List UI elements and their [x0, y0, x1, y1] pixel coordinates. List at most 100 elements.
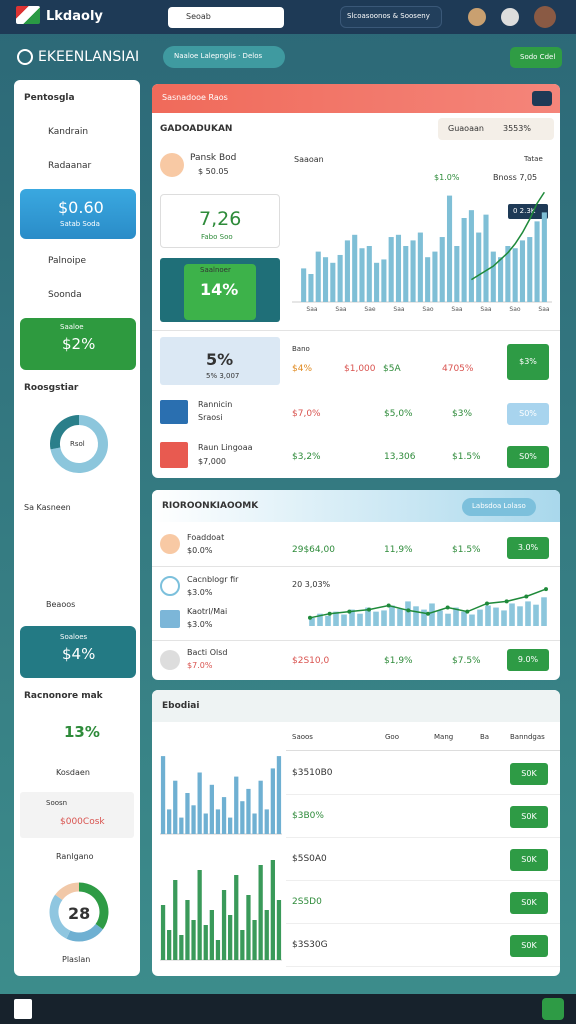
- row-icon: [160, 576, 180, 596]
- chart-callout-label: 0 2.3K: [513, 207, 536, 215]
- item-card: [20, 792, 134, 838]
- table-line: [286, 880, 560, 881]
- kpi-card: [160, 194, 280, 248]
- table-cell: $3510B0: [292, 768, 333, 778]
- nav-item[interactable]: Sa Kasneen: [24, 503, 71, 512]
- column-header: Banndgas: [510, 733, 545, 741]
- panel-header: [152, 84, 560, 113]
- column-header: Saoos: [292, 733, 313, 741]
- item-label: Soosn: [46, 799, 68, 807]
- sidebar-title: Pentosgla: [24, 93, 75, 103]
- row-name: Bacti Olsd: [187, 648, 228, 657]
- row-name: Foaddoat: [187, 533, 225, 542]
- row-value: $7,0%: [292, 409, 321, 419]
- summary-sub: 5% 3,007: [206, 372, 240, 380]
- item-value: $000Cosk: [60, 817, 105, 827]
- table-button[interactable]: S0K: [510, 763, 548, 785]
- avatar[interactable]: [501, 8, 519, 26]
- nav-item[interactable]: Beaoos: [46, 600, 76, 609]
- row-icon: [160, 650, 180, 670]
- item-sub: $3.0%: [187, 620, 213, 629]
- row-button[interactable]: 9.0%: [507, 649, 549, 671]
- row-icon: [160, 610, 180, 628]
- column-header: Mang: [434, 733, 454, 741]
- stat-label: Soaloes: [60, 633, 88, 641]
- profile-avatar: [160, 153, 184, 177]
- kpi-label: Fabo Soo: [201, 233, 233, 241]
- item-sub: $3.0%: [187, 588, 213, 597]
- nav-item[interactable]: Ranlgano: [56, 852, 94, 861]
- row-value: $3%: [452, 409, 473, 419]
- stat-label: Saaloe: [60, 323, 84, 331]
- table-line: [286, 837, 560, 838]
- panel: [152, 690, 560, 976]
- summary-item: $5A: [383, 364, 401, 374]
- tabs[interactable]: [163, 46, 285, 68]
- nav-item[interactable]: Palnoipe: [48, 256, 86, 266]
- chart-legend: Tatae: [524, 155, 543, 163]
- table-line: [286, 923, 560, 924]
- nav-item[interactable]: Kosdaen: [56, 768, 90, 777]
- row-button[interactable]: S0%: [507, 446, 549, 468]
- panel-header-title: RIOROONKIAOOMK: [162, 501, 259, 511]
- nav-item[interactable]: Soonda: [48, 290, 82, 300]
- search-box[interactable]: [168, 7, 284, 28]
- badge-label: Guaoaan: [448, 124, 484, 133]
- row-icon: [160, 400, 188, 424]
- bottom-button[interactable]: [542, 998, 564, 1020]
- row-value: $7.5%: [452, 656, 481, 666]
- donut-label: Rsol: [70, 440, 85, 448]
- row-value: 11,9%: [384, 545, 413, 555]
- donut-value: 28: [68, 904, 91, 923]
- table-line: [286, 750, 560, 751]
- header-pill[interactable]: [462, 498, 536, 516]
- table-line: [286, 794, 560, 795]
- avatar[interactable]: [534, 6, 556, 28]
- row-name: Rannicin: [198, 400, 233, 409]
- bottom-bar: [0, 994, 576, 1024]
- row-value: 29$64,00: [292, 545, 335, 555]
- table-cell: $5S0A0: [292, 854, 327, 864]
- table-line: [286, 966, 560, 967]
- toolbar-icon: [17, 49, 33, 65]
- nav-item[interactable]: Radaanar: [48, 161, 92, 171]
- row-value: $2S10,0: [292, 656, 330, 666]
- stat-card: [20, 189, 136, 239]
- row-button[interactable]: 3.0%: [507, 537, 549, 559]
- row-button[interactable]: S0%: [507, 403, 549, 425]
- table-button[interactable]: S0K: [510, 806, 548, 828]
- row-value: $5,0%: [384, 409, 413, 419]
- header-pill-label: Labsdoa Lolaso: [472, 502, 526, 510]
- section-title: Racnonore mak: [24, 691, 103, 701]
- table-cell: 2S5D0: [292, 897, 322, 907]
- header-button[interactable]: [532, 91, 552, 106]
- user-menu[interactable]: [340, 6, 442, 28]
- stat-label: Satab Soda: [60, 220, 100, 228]
- avatar[interactable]: [468, 8, 486, 26]
- summary-button[interactable]: $3%: [507, 344, 549, 380]
- tabs-label: Naaloe Lalepnglis · Delos: [174, 52, 263, 60]
- action-button[interactable]: [510, 47, 562, 68]
- summary-item: 4705%: [442, 364, 474, 374]
- stat-card: [20, 626, 136, 678]
- panel-header-title: Sasnadooe Raos: [162, 93, 228, 102]
- divider: [152, 566, 560, 567]
- table-button[interactable]: S0K: [510, 935, 548, 957]
- chart-label: 20 3,03%: [292, 580, 331, 589]
- table-button[interactable]: S0K: [510, 892, 548, 914]
- table-button[interactable]: S0K: [510, 849, 548, 871]
- kpi-value: 7,26: [199, 208, 242, 230]
- item-name: Cacnblogr fir: [187, 575, 239, 584]
- section-title: Roosgstiar: [24, 383, 79, 393]
- row-sub: $0.0%: [187, 546, 213, 555]
- logo-flag: [16, 6, 40, 24]
- row-value: $3,2%: [292, 452, 321, 462]
- panel-header-title: Ebodiai: [162, 701, 200, 711]
- panel-header: [152, 690, 560, 722]
- column-header: Ba: [480, 733, 490, 741]
- row-icon: [160, 442, 188, 468]
- stat-value: 13%: [64, 723, 100, 741]
- nav-item[interactable]: Kandrain: [48, 127, 89, 137]
- row-value: $1.5%: [452, 452, 481, 462]
- column-header: Goo: [385, 733, 399, 741]
